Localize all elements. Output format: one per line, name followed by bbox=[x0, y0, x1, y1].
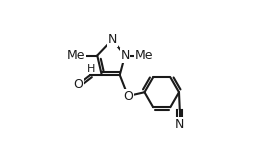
Text: Me: Me bbox=[67, 49, 85, 62]
Text: N: N bbox=[108, 33, 117, 46]
Text: Me: Me bbox=[135, 49, 153, 62]
Text: N: N bbox=[120, 49, 130, 62]
Text: N: N bbox=[175, 118, 185, 131]
Text: H: H bbox=[87, 64, 95, 74]
Text: O: O bbox=[74, 78, 83, 90]
Text: O: O bbox=[123, 90, 133, 102]
